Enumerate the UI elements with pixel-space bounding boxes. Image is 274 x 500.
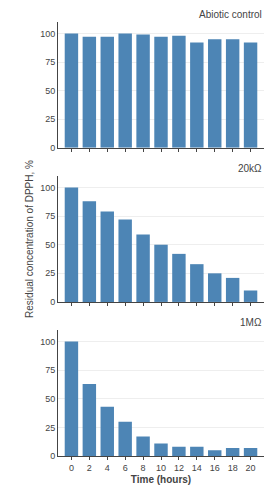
svg-text:75: 75	[45, 57, 55, 67]
svg-text:100: 100	[40, 183, 55, 193]
svg-text:6: 6	[123, 463, 128, 473]
svg-text:50: 50	[45, 240, 55, 250]
svg-text:10: 10	[156, 463, 166, 473]
svg-text:0: 0	[50, 143, 55, 153]
svg-text:16: 16	[210, 463, 220, 473]
svg-text:100: 100	[40, 29, 55, 39]
svg-text:50: 50	[45, 86, 55, 96]
svg-text:0: 0	[50, 451, 55, 461]
svg-text:25: 25	[45, 268, 55, 278]
svg-text:12: 12	[174, 463, 184, 473]
svg-text:Residual concentration of DPPH: Residual concentration of DPPH, %	[24, 160, 35, 318]
svg-text:Abiotic control: Abiotic control	[199, 9, 262, 20]
svg-text:100: 100	[40, 337, 55, 347]
svg-text:1MΩ: 1MΩ	[240, 317, 262, 328]
svg-text:50: 50	[45, 394, 55, 404]
svg-text:25: 25	[45, 423, 55, 433]
svg-text:18: 18	[228, 463, 238, 473]
svg-text:75: 75	[45, 365, 55, 375]
svg-text:14: 14	[192, 463, 202, 473]
svg-text:4: 4	[105, 463, 110, 473]
svg-text:8: 8	[141, 463, 146, 473]
svg-text:20: 20	[246, 463, 256, 473]
svg-text:Time (hours): Time (hours)	[131, 474, 191, 485]
svg-text:0: 0	[50, 297, 55, 307]
svg-text:0: 0	[69, 463, 74, 473]
svg-text:75: 75	[45, 211, 55, 221]
svg-text:20kΩ: 20kΩ	[238, 163, 262, 174]
svg-text:25: 25	[45, 114, 55, 124]
svg-text:2: 2	[87, 463, 92, 473]
